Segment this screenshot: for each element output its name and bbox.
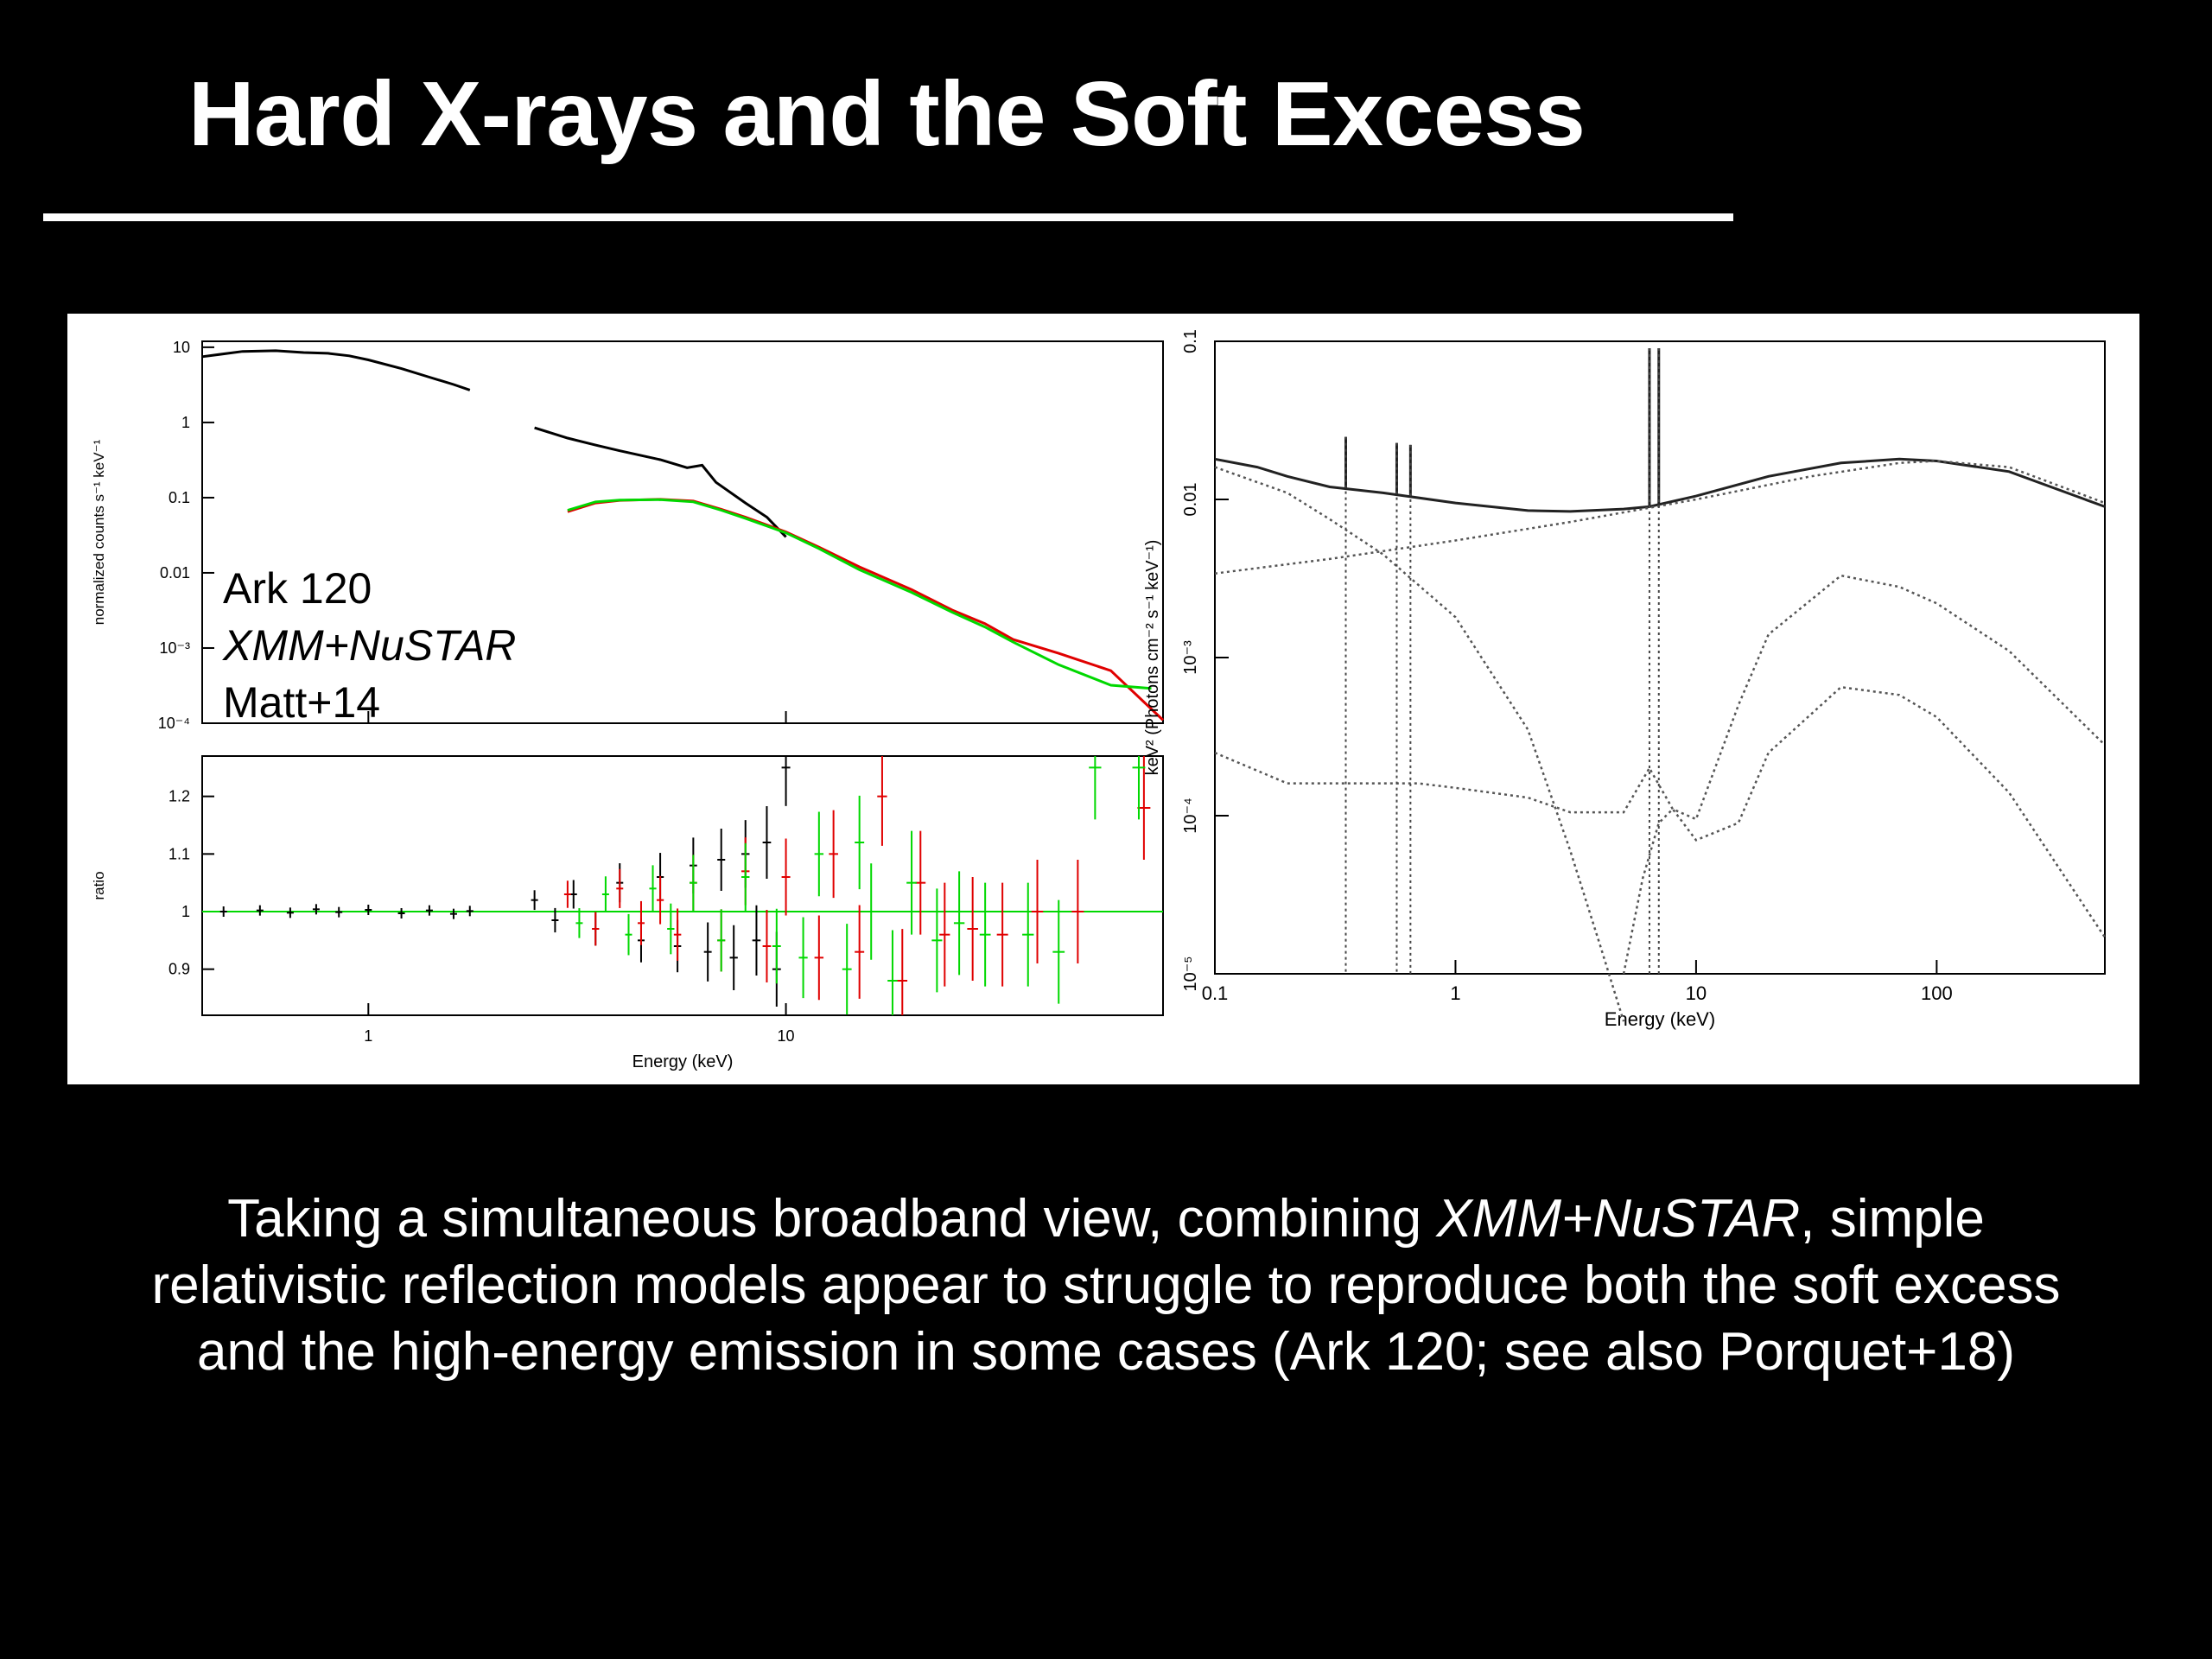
model-component-line (1622, 685, 2107, 975)
spectrum-ytick-label: 10⁻⁴ (158, 715, 190, 732)
slide-caption: Taking a simultaneous broadband view, co… (130, 1185, 2082, 1385)
ratio-xtick-label: 10 (778, 1027, 795, 1045)
spectrum-axes: 10 1 0.1 0.01 10⁻³ 10⁻⁴ normalized counts s⁻¹ … (91, 339, 1165, 732)
caption-text-1: Taking a simultaneous broadband view, co… (227, 1189, 1437, 1249)
ratio-xlabel: Energy (keV) (632, 1052, 734, 1071)
ratio-ytick-label: 1.1 (168, 845, 190, 862)
spectrum-ytick-label: 1 (181, 414, 190, 431)
model-ytick-label: 0.1 (1181, 329, 1200, 353)
ratio-axes: 1.2 1.1 1 0.9 1 10 Energy (keV) ratio (91, 755, 1164, 1071)
figure-svg: 10 1 0.1 0.01 10⁻³ 10⁻⁴ normalized counts s⁻¹ … (91, 329, 2107, 1071)
model-ytick-label: 10⁻⁴ (1181, 798, 1200, 833)
model-component-line (1214, 466, 1625, 1022)
spectrum-ytick-label: 0.1 (168, 489, 190, 506)
model-component-line (1214, 457, 2106, 513)
model-ylabel: keV² (Photons cm⁻² s⁻¹ keV⁻¹) (1143, 540, 1162, 776)
ratio-ytick-label: 1.2 (168, 788, 190, 805)
annotation-source: Ark 120 (223, 564, 372, 613)
caption-italic: XMM+NuSTAR (1436, 1189, 1801, 1249)
spectrum-series-line (567, 498, 1165, 721)
model-xlabel: Energy (keV) (1605, 1008, 1715, 1030)
model-component-line (1214, 574, 2106, 821)
spectrum-ytick-label: 10⁻³ (159, 639, 190, 657)
model-xtick-label: 100 (1921, 982, 1953, 1004)
model-xtick-label: 0.1 (1202, 982, 1229, 1004)
ratio-frame (201, 755, 1164, 1016)
ratio-ylabel: ratio (91, 871, 107, 899)
spectrum-series-line (201, 349, 471, 391)
model-ytick-label: 0.01 (1181, 483, 1200, 517)
model-xtick-label: 1 (1450, 982, 1460, 1004)
model-ytick-label: 10⁻³ (1181, 640, 1200, 675)
spectrum-series-line (567, 498, 1152, 690)
spectrum-ylabel: normalized counts s⁻¹ keV⁻¹ (91, 439, 107, 625)
annotation-instruments: XMM+NuSTAR (222, 621, 516, 670)
annotation-reference: Matt+14 (223, 678, 380, 727)
ratio-xtick-label: 1 (364, 1027, 372, 1045)
ratio-ytick-label: 1 (181, 903, 190, 920)
figure-panel: 10 1 0.1 0.01 10⁻³ 10⁻⁴ normalized counts s⁻¹ … (67, 314, 2139, 1084)
spectrum-frame (201, 340, 1164, 724)
spectrum-series-line (534, 426, 787, 538)
model-component-line (1214, 460, 2106, 575)
ratio-ytick-label: 0.9 (168, 961, 190, 978)
spectrum-ytick-label: 0.01 (160, 564, 190, 582)
slide-title: Hard X-rays and the Soft Excess (188, 63, 1586, 165)
model-ytick-label: 10⁻⁵ (1181, 956, 1200, 991)
model-xtick-label: 10 (1686, 982, 1707, 1004)
caption-text-2: , simple relativistic reflection models … (151, 1189, 2061, 1382)
title-divider (43, 213, 1733, 221)
spectrum-ytick-label: 10 (173, 339, 190, 356)
